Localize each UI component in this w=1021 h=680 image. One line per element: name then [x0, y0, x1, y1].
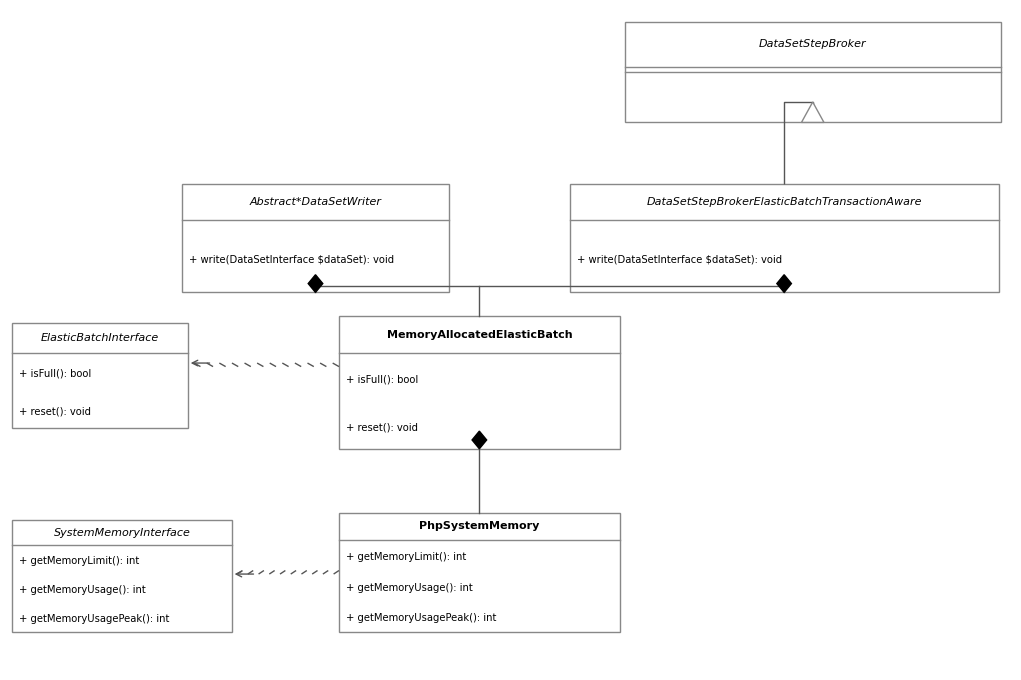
Bar	[182, 184, 449, 292]
Text: PhpSystemMemory: PhpSystemMemory	[420, 522, 539, 532]
Bar	[339, 316, 620, 449]
Text: DataSetStepBroker: DataSetStepBroker	[759, 39, 867, 50]
Text: + getMemoryUsage(): int: + getMemoryUsage(): int	[346, 583, 473, 592]
Text: + write(DataSetInterface $dataSet): void: + write(DataSetInterface $dataSet): void	[577, 254, 782, 265]
Bar	[570, 184, 999, 292]
Text: + getMemoryUsagePeak(): int: + getMemoryUsagePeak(): int	[19, 614, 169, 624]
Text: SystemMemoryInterface: SystemMemoryInterface	[53, 528, 191, 538]
Text: + reset(): void: + reset(): void	[346, 422, 419, 432]
Polygon shape	[308, 275, 323, 292]
Bar	[339, 513, 620, 632]
Polygon shape	[801, 102, 824, 122]
Bar	[625, 22, 1001, 122]
Text: + write(DataSetInterface $dataSet): void: + write(DataSetInterface $dataSet): void	[189, 254, 394, 265]
Text: + isFull(): bool: + isFull(): bool	[346, 375, 419, 385]
Text: DataSetStepBrokerElasticBatchTransactionAware: DataSetStepBrokerElasticBatchTransaction…	[646, 197, 922, 207]
Text: + getMemoryUsage(): int: + getMemoryUsage(): int	[19, 585, 146, 595]
Bar	[12, 323, 188, 428]
Text: MemoryAllocatedElasticBatch: MemoryAllocatedElasticBatch	[387, 330, 572, 340]
Text: + getMemoryUsagePeak(): int: + getMemoryUsagePeak(): int	[346, 613, 496, 624]
Text: + getMemoryLimit(): int: + getMemoryLimit(): int	[346, 551, 467, 562]
Text: + getMemoryLimit(): int: + getMemoryLimit(): int	[19, 556, 140, 566]
Polygon shape	[777, 275, 791, 292]
Text: + isFull(): bool: + isFull(): bool	[19, 369, 92, 378]
Text: + reset(): void: + reset(): void	[19, 407, 92, 416]
Text: ElasticBatchInterface: ElasticBatchInterface	[41, 333, 159, 343]
Text: Abstract*DataSetWriter: Abstract*DataSetWriter	[249, 197, 382, 207]
Polygon shape	[472, 431, 487, 449]
Bar	[12, 520, 232, 632]
